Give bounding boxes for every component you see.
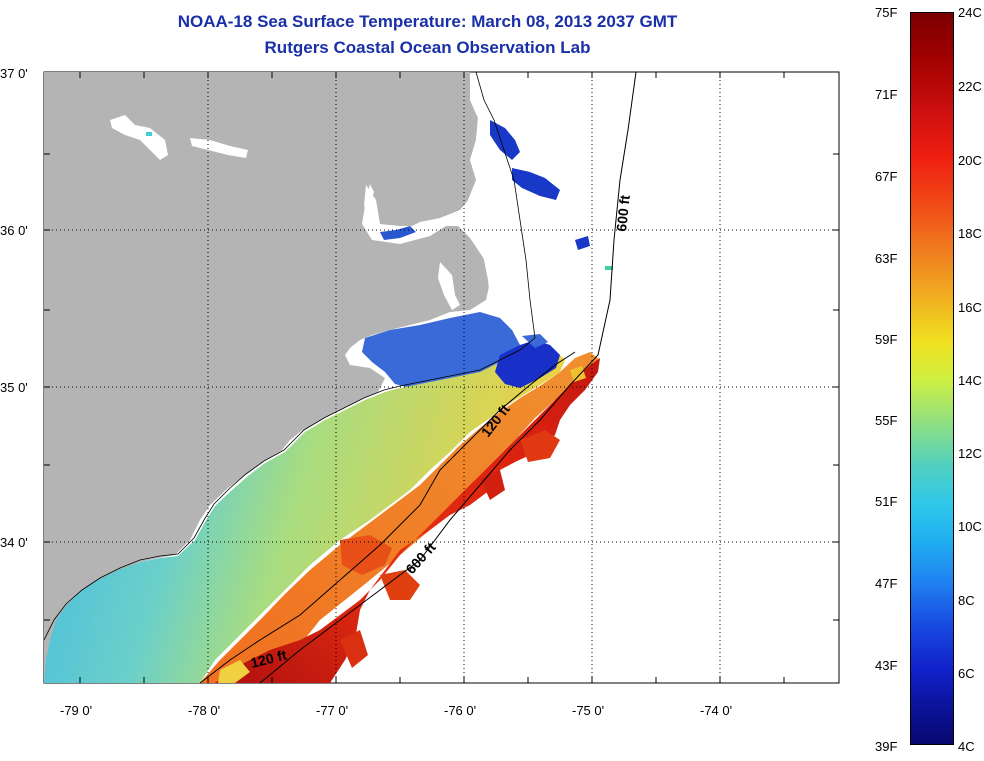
map-subtitle: Rutgers Coastal Ocean Observation Lab <box>264 38 591 57</box>
cb-f-67: 67F <box>875 169 898 184</box>
sst-gulf-stream-orange <box>200 352 600 683</box>
axis-ticks <box>44 72 839 683</box>
contour-120ft <box>199 351 576 684</box>
cb-c-18: 18C <box>958 226 982 241</box>
lon-label-76: -76 0' <box>444 703 477 718</box>
cb-f-59: 59F <box>875 332 898 347</box>
lat-label-35: 35 0' <box>0 380 28 395</box>
cb-f-55: 55F <box>875 413 898 428</box>
cb-c-22: 22C <box>958 79 982 94</box>
cb-c-16: 16C <box>958 300 982 315</box>
lon-label-78: -78 0' <box>188 703 221 718</box>
lon-label-79: -79 0' <box>60 703 93 718</box>
cb-c-20: 20C <box>958 153 982 168</box>
cb-c-14: 14C <box>958 373 982 388</box>
lat-label-34: 34 0' <box>0 535 28 550</box>
sst-cold-pocket <box>495 340 560 388</box>
grid-lines <box>44 72 839 683</box>
sound-water <box>460 100 532 340</box>
lon-label-77: -77 0' <box>316 703 349 718</box>
cb-f-39: 39F <box>875 739 898 754</box>
cb-c-4: 4C <box>958 739 975 754</box>
sst-coastal-water <box>44 345 565 683</box>
cb-c-12: 12C <box>958 446 982 461</box>
coastline <box>43 71 536 641</box>
cb-c-10: 10C <box>958 519 982 534</box>
lat-label-37: 37 0' <box>0 66 28 81</box>
cb-c-24: 24C <box>958 5 982 20</box>
cb-f-43: 43F <box>875 658 898 673</box>
cb-f-47: 47F <box>875 576 898 591</box>
lon-label-74: -74 0' <box>700 703 733 718</box>
lon-label-75: -75 0' <box>572 703 605 718</box>
cb-f-71: 71F <box>875 87 898 102</box>
temperature-colorbar <box>910 12 954 745</box>
cb-f-63: 63F <box>875 251 898 266</box>
contour-600ft <box>259 71 637 684</box>
contour-label-600-north: 600 ft <box>613 194 633 232</box>
lat-label-36: 36 0' <box>0 223 28 238</box>
cb-c-6: 6C <box>958 666 975 681</box>
pamlico-cold-water <box>362 312 520 388</box>
map-title: NOAA-18 Sea Surface Temperature: March 0… <box>177 12 678 31</box>
cb-c-8: 8C <box>958 593 975 608</box>
cb-f-75: 75F <box>875 5 898 20</box>
cb-f-51: 51F <box>875 494 898 509</box>
